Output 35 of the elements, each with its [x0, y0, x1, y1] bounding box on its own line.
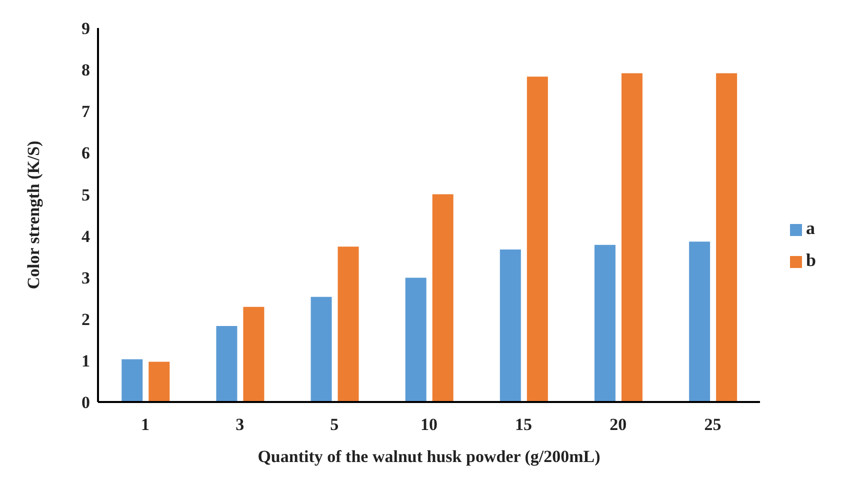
y-tick-label: 1	[82, 351, 90, 370]
legend-label: a	[806, 218, 815, 238]
x-tick-label: 15	[515, 415, 532, 434]
y-tick-label: 9	[82, 19, 90, 38]
bar	[338, 246, 359, 402]
bar	[716, 73, 738, 402]
legend-label: b	[806, 250, 816, 270]
y-tick-label: 0	[82, 393, 90, 412]
bar	[216, 326, 238, 402]
y-tick-label: 5	[82, 185, 90, 204]
x-tick-label: 10	[420, 415, 438, 434]
x-axis-title: Quantity of the walnut husk powder (g/200mL)	[258, 447, 600, 466]
x-tick-label: 20	[610, 415, 627, 434]
bar	[148, 362, 170, 402]
y-tick-label: 4	[82, 226, 90, 246]
bar	[526, 76, 548, 402]
y-tick-label: 6	[82, 144, 90, 163]
x-tick-label: 3	[236, 415, 244, 434]
bar	[500, 249, 521, 402]
bar	[621, 73, 642, 402]
x-tick-label: 25	[704, 415, 722, 434]
bar	[594, 244, 616, 402]
bar	[689, 242, 710, 402]
y-tick-label: 2	[82, 310, 90, 329]
bar	[122, 359, 143, 402]
y-axis-title: Color strength (K/S)	[24, 140, 44, 290]
y-tick-label: 8	[82, 60, 90, 80]
y-tick-label: 7	[82, 102, 90, 122]
bar	[432, 194, 454, 402]
x-tick-label: 1	[141, 415, 150, 434]
bar	[310, 296, 332, 402]
y-tick-label: 3	[82, 268, 90, 288]
bar	[243, 306, 264, 402]
x-tick-label: 5	[330, 415, 339, 434]
bar	[405, 278, 426, 402]
